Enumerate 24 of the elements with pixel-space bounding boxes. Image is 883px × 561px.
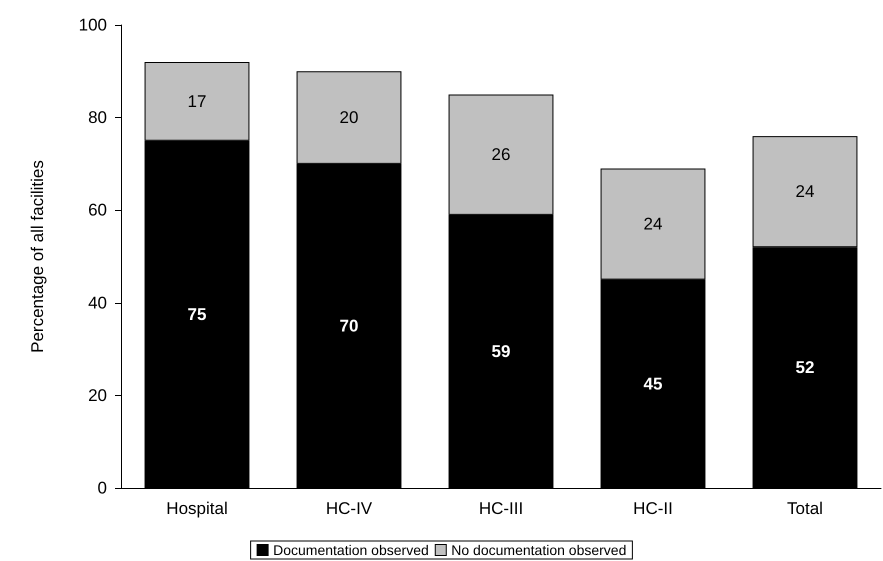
data-label: 52 <box>796 358 814 378</box>
data-label: 24 <box>796 182 814 202</box>
data-label: 59 <box>492 342 510 361</box>
data-label: 45 <box>644 374 662 394</box>
x-tick-label: HC-IV <box>326 499 373 518</box>
data-label: 75 <box>188 304 206 324</box>
y-tick-label: 40 <box>88 293 107 312</box>
data-label: 24 <box>644 214 662 234</box>
y-tick-label: 0 <box>98 478 107 498</box>
y-tick-label: 20 <box>88 386 107 405</box>
data-label: 20 <box>340 108 358 128</box>
data-label: 17 <box>188 92 206 111</box>
legend-label: Documentation observed <box>273 542 429 558</box>
legend-label: No documentation observed <box>451 542 626 558</box>
y-tick-label: 80 <box>88 108 107 128</box>
y-tick-label: 100 <box>78 16 107 34</box>
x-tick-label: Total <box>787 499 823 518</box>
x-tick-label: HC-II <box>633 499 673 518</box>
y-tick-label: 60 <box>88 200 107 220</box>
data-label: 26 <box>492 145 510 164</box>
x-tick-label: HC-III <box>478 499 524 518</box>
y-axis-title: Percentage of all facilities <box>28 160 47 353</box>
data-label: 70 <box>340 316 358 336</box>
x-tick-label: Hospital <box>166 499 228 518</box>
